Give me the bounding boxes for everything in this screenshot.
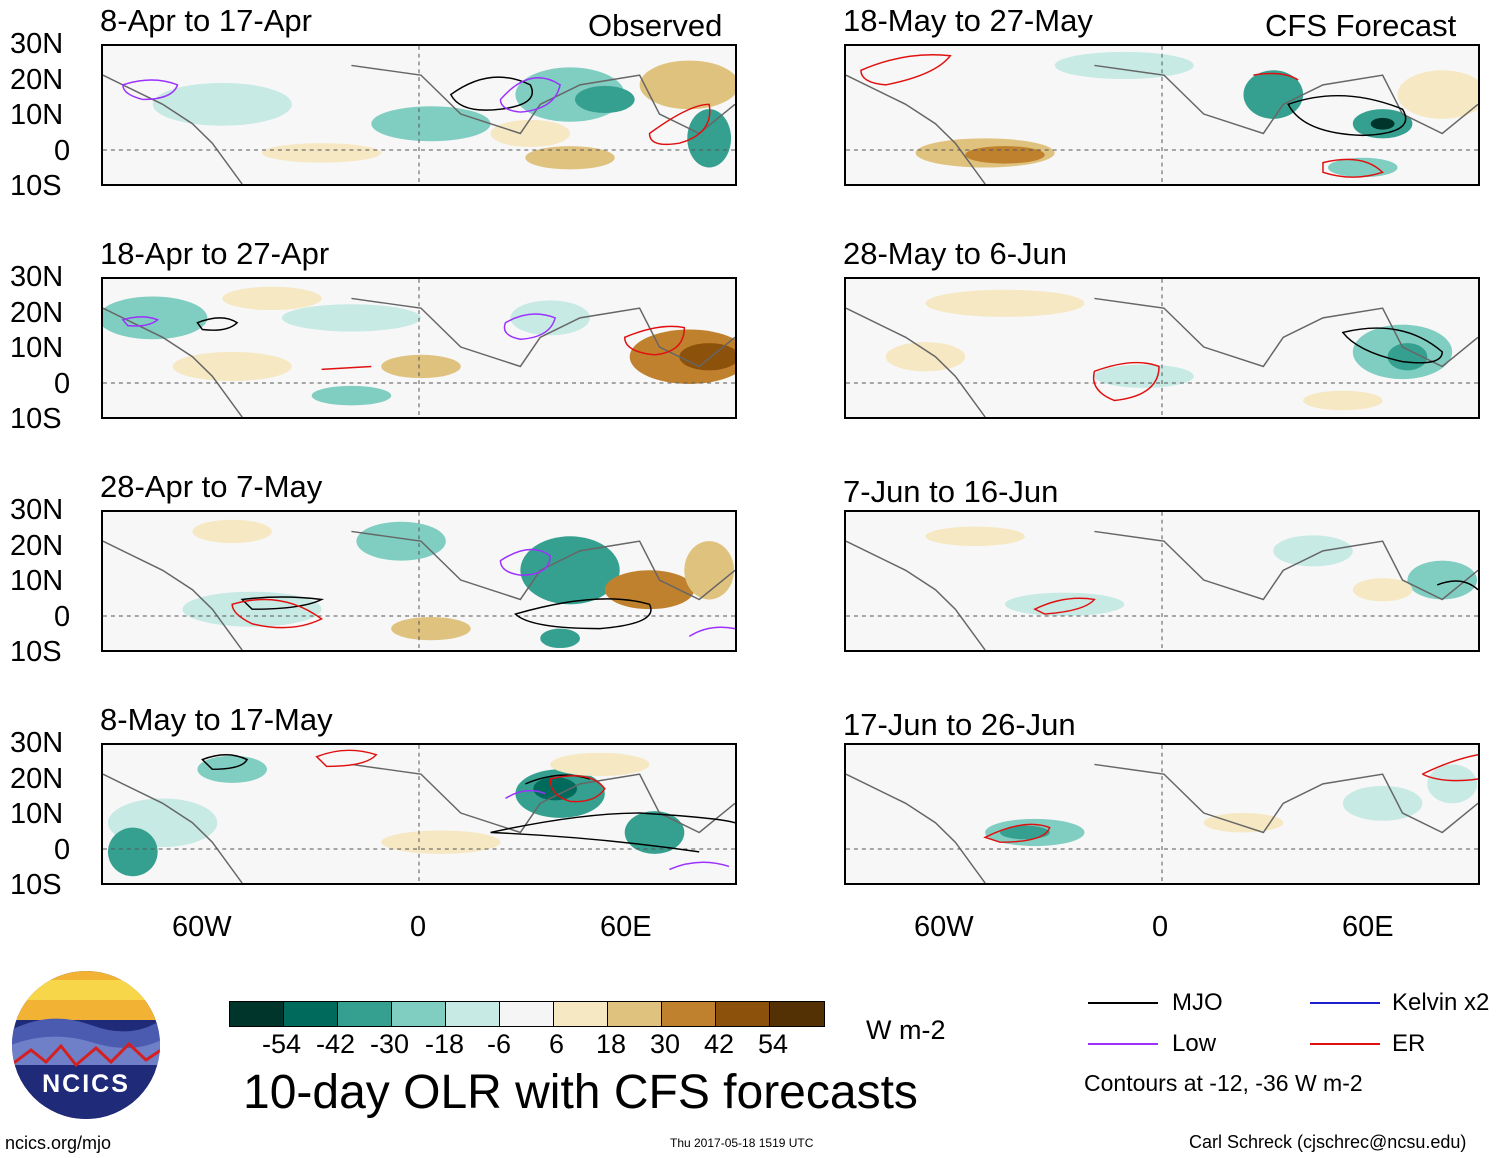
lat-label: 20N <box>10 763 64 795</box>
colorbar-label: 54 <box>758 1029 789 1059</box>
lat-label: 30N <box>10 727 64 759</box>
colorbar-label: -18 <box>425 1029 465 1059</box>
panel-title-fcst-3: 7-Jun to 16-Jun <box>843 474 1059 509</box>
colorbar-swatch <box>554 1002 608 1026</box>
map-panel-forecast-1 <box>844 44 1480 186</box>
main-title: 10-day OLR with CFS forecasts <box>243 1066 918 1119</box>
map-panel-forecast-3 <box>844 510 1480 652</box>
lat-label: 10S <box>10 869 62 901</box>
colorbar-units: W m-2 <box>866 1015 946 1045</box>
lat-label: 10S <box>10 170 62 202</box>
panel-title-obs-3: 28-Apr to 7-May <box>100 469 323 504</box>
lat-label: 0 <box>54 135 71 167</box>
map-panel-observed-2 <box>101 277 737 419</box>
colorbar-swatch <box>230 1002 284 1026</box>
logo-text: NCICS <box>42 1070 130 1098</box>
panel-title-fcst-4: 17-Jun to 26-Jun <box>843 707 1076 742</box>
lat-label: 30N <box>10 494 64 526</box>
ncics-logo: NCICS <box>11 970 161 1120</box>
lon-label: 60W <box>172 911 232 943</box>
legend-line-mjo <box>1088 1002 1158 1004</box>
colorbar-swatch <box>770 1002 824 1026</box>
lat-label: 20N <box>10 64 64 96</box>
lat-label: 0 <box>54 834 71 866</box>
colorbar-swatch <box>392 1002 446 1026</box>
legend-line-kelvin <box>1310 1002 1380 1004</box>
lat-label: 10N <box>10 565 64 597</box>
colorbar-label: -30 <box>370 1029 410 1059</box>
legend-label-low: Low <box>1172 1030 1217 1057</box>
colorbar-swatch <box>284 1002 338 1026</box>
lat-label: 10S <box>10 636 62 668</box>
map-panel-forecast-2 <box>844 277 1480 419</box>
colorbar-swatch <box>338 1002 392 1026</box>
panel-title-obs-4: 8-May to 17-May <box>100 702 333 737</box>
lon-label: 60W <box>914 911 974 943</box>
lat-label: 20N <box>10 530 64 562</box>
map-panel-observed-3 <box>101 510 737 652</box>
colorbar-label: -6 <box>487 1029 512 1059</box>
lon-label: 0 <box>1152 911 1169 943</box>
lat-label: 10S <box>10 403 62 435</box>
colorbar-swatch <box>500 1002 554 1026</box>
colorbar-label: 42 <box>704 1029 735 1059</box>
footer-url[interactable]: ncics.org/mjo <box>5 1133 112 1153</box>
lat-label: 10N <box>10 332 64 364</box>
observed-label: Observed <box>588 8 723 43</box>
forecast-label: CFS Forecast <box>1265 8 1457 43</box>
map-panel-forecast-4 <box>844 743 1480 885</box>
legend-label-er: ER <box>1392 1030 1426 1057</box>
legend-label-kelvin: Kelvin x2 <box>1392 989 1490 1016</box>
panel-title-obs-2: 18-Apr to 27-Apr <box>100 236 330 271</box>
lat-label: 20N <box>10 297 64 329</box>
colorbar-swatch <box>608 1002 662 1026</box>
legend-line-er <box>1310 1043 1380 1045</box>
lon-label: 60E <box>1342 911 1394 943</box>
colorbar-swatch <box>662 1002 716 1026</box>
lat-label: 0 <box>54 368 71 400</box>
lat-label: 30N <box>10 28 64 60</box>
panel-title-fcst-2: 28-May to 6-Jun <box>843 236 1067 271</box>
colorbar <box>229 1001 825 1027</box>
map-panel-observed-4 <box>101 743 737 885</box>
colorbar-label: 18 <box>596 1029 627 1059</box>
panel-title-fcst-1: 18-May to 27-May <box>843 3 1093 38</box>
colorbar-swatch <box>446 1002 500 1026</box>
lon-label: 0 <box>410 911 427 943</box>
colorbar-swatch <box>716 1002 770 1026</box>
colorbar-label: -42 <box>316 1029 356 1059</box>
footer-author: Carl Schreck (cjschrec@ncsu.edu) <box>1189 1132 1467 1152</box>
legend-contours-note: Contours at -12, -36 W m-2 <box>1084 1070 1363 1096</box>
colorbar-label: 30 <box>650 1029 681 1059</box>
colorbar-label: -54 <box>262 1029 302 1059</box>
lat-label: 10N <box>10 798 64 830</box>
panel-title-obs-1: 8-Apr to 17-Apr <box>100 3 312 38</box>
legend-label-mjo: MJO <box>1172 989 1223 1016</box>
lat-label: 30N <box>10 261 64 293</box>
legend-line-low <box>1088 1043 1158 1045</box>
footer-timestamp: Thu 2017-05-18 1519 UTC <box>670 1136 814 1150</box>
lon-label: 60E <box>600 911 652 943</box>
lat-label: 10N <box>10 99 64 131</box>
map-panel-observed-1 <box>101 44 737 186</box>
colorbar-label: 6 <box>549 1029 565 1059</box>
lat-label: 0 <box>54 601 71 633</box>
